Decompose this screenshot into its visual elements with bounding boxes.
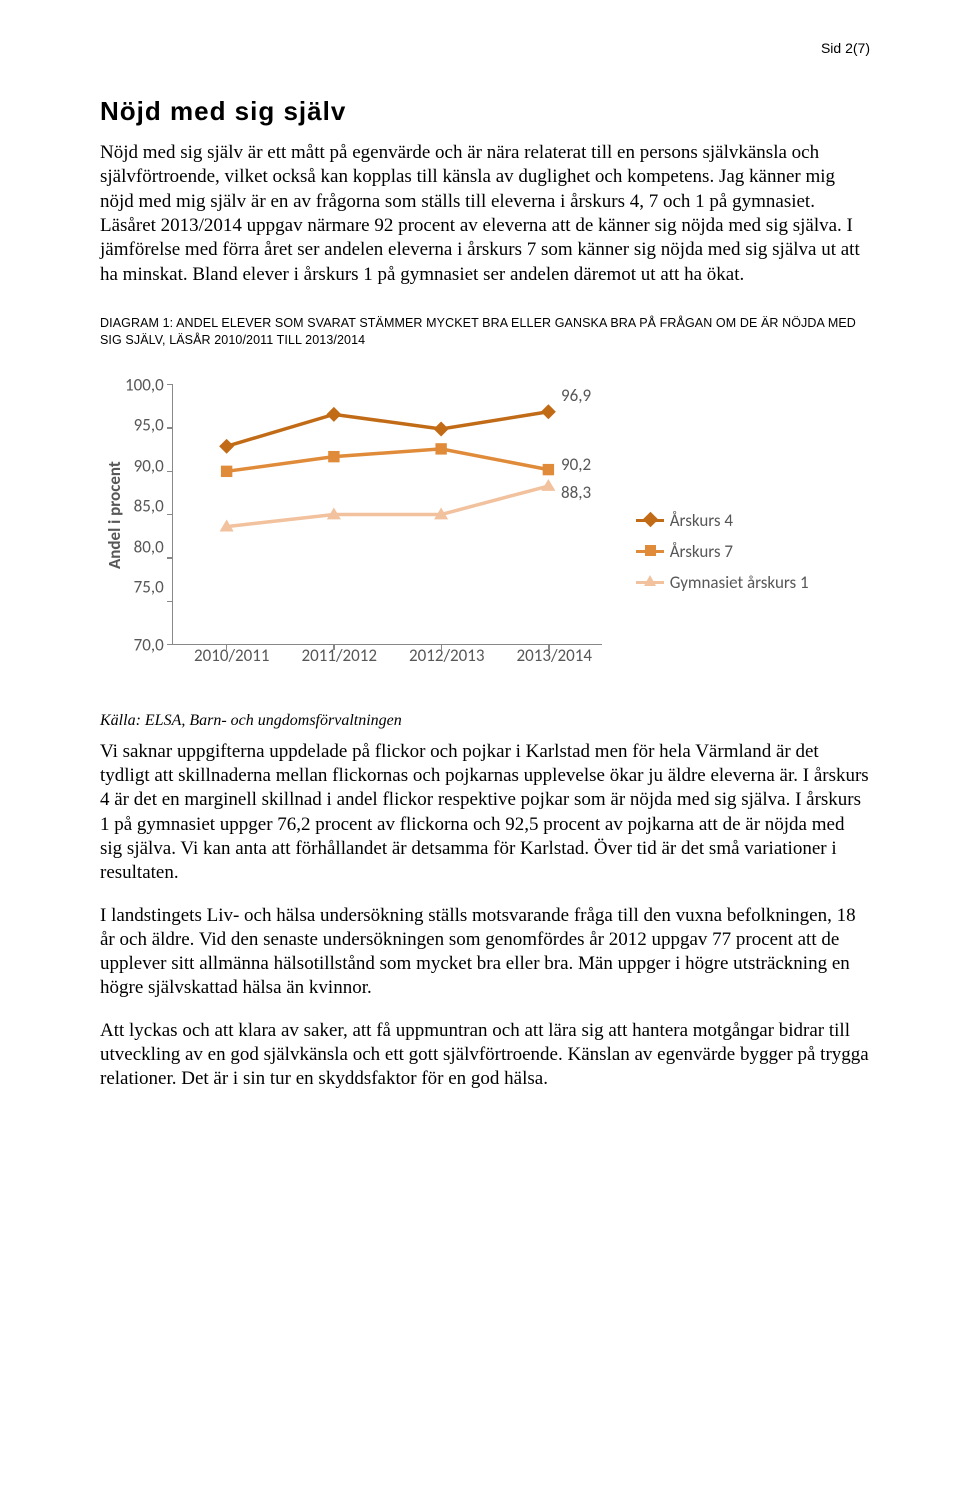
- paragraph-2: Vi saknar uppgifterna uppdelade på flick…: [100, 740, 870, 886]
- chart-plot-area: 96,9 90,2 88,3: [172, 385, 602, 645]
- section-heading: Nöjd med sig själv: [100, 96, 870, 127]
- legend-item: Årskurs 4: [636, 510, 809, 531]
- chart-x-tick-label: 2010/2011: [178, 645, 286, 666]
- chart-y-axis-label: Andel i procent: [100, 385, 125, 645]
- legend-label: Årskurs 7: [670, 541, 733, 562]
- legend-item: Gymnasiet årskurs 1: [636, 572, 809, 593]
- chart-y-tick-label: 95,0: [125, 417, 164, 434]
- line-chart: Andel i procent 100,095,090,085,080,075,…: [100, 385, 870, 666]
- chart-y-tick-label: 100,0: [125, 376, 164, 393]
- legend-item: Årskurs 7: [636, 541, 809, 562]
- intro-paragraph: Nöjd med sig själv är ett mått på egenvä…: [100, 141, 870, 287]
- chart-series-end-label: 88,3: [561, 482, 591, 503]
- chart-y-tick-label: 85,0: [125, 498, 164, 515]
- paragraph-4: Att lyckas och att klara av saker, att f…: [100, 1019, 870, 1092]
- chart-y-tick-label: 70,0: [125, 636, 164, 653]
- chart-x-tick-label: 2011/2012: [286, 645, 394, 666]
- paragraph-3: I landstingets Liv- och hälsa undersökni…: [100, 904, 870, 1001]
- legend-label: Årskurs 4: [670, 510, 733, 531]
- chart-y-tick-label: 90,0: [125, 457, 164, 474]
- page-number: Sid 2(7): [100, 40, 870, 56]
- diagram-caption: DIAGRAM 1: ANDEL ELEVER SOM SVARAT STÄMM…: [100, 315, 870, 349]
- legend-label: Gymnasiet årskurs 1: [670, 572, 809, 593]
- chart-x-tick-label: 2012/2013: [393, 645, 501, 666]
- chart-y-tick-label: 80,0: [125, 538, 164, 555]
- chart-series-end-label: 90,2: [561, 454, 591, 475]
- chart-y-ticks: 100,095,090,085,080,075,070,0: [125, 385, 172, 645]
- chart-y-tick-label: 75,0: [125, 579, 164, 596]
- chart-legend: Årskurs 4 Årskurs 7 Gymnasiet årskurs 1: [602, 385, 809, 645]
- chart-source: Källa: ELSA, Barn- och ungdomsförvaltnin…: [100, 712, 870, 730]
- chart-x-tick-label: 2013/2014: [501, 645, 609, 666]
- chart-series-end-label: 96,9: [561, 385, 591, 406]
- chart-x-ticks: 2010/20112011/20122012/20132013/2014: [178, 645, 608, 666]
